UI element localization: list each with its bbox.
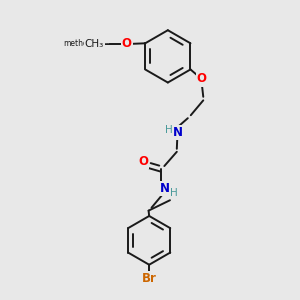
Text: CH₃: CH₃ xyxy=(85,39,104,49)
Text: H: H xyxy=(165,125,173,135)
Text: O: O xyxy=(122,38,132,50)
Text: methoxy: methoxy xyxy=(104,43,110,44)
Text: H: H xyxy=(170,188,178,198)
Text: Br: Br xyxy=(142,272,157,285)
Text: N: N xyxy=(160,182,170,195)
Text: methoxy: methoxy xyxy=(63,38,96,47)
Text: O: O xyxy=(197,73,207,85)
Text: N: N xyxy=(173,126,183,139)
Text: O: O xyxy=(138,155,148,168)
